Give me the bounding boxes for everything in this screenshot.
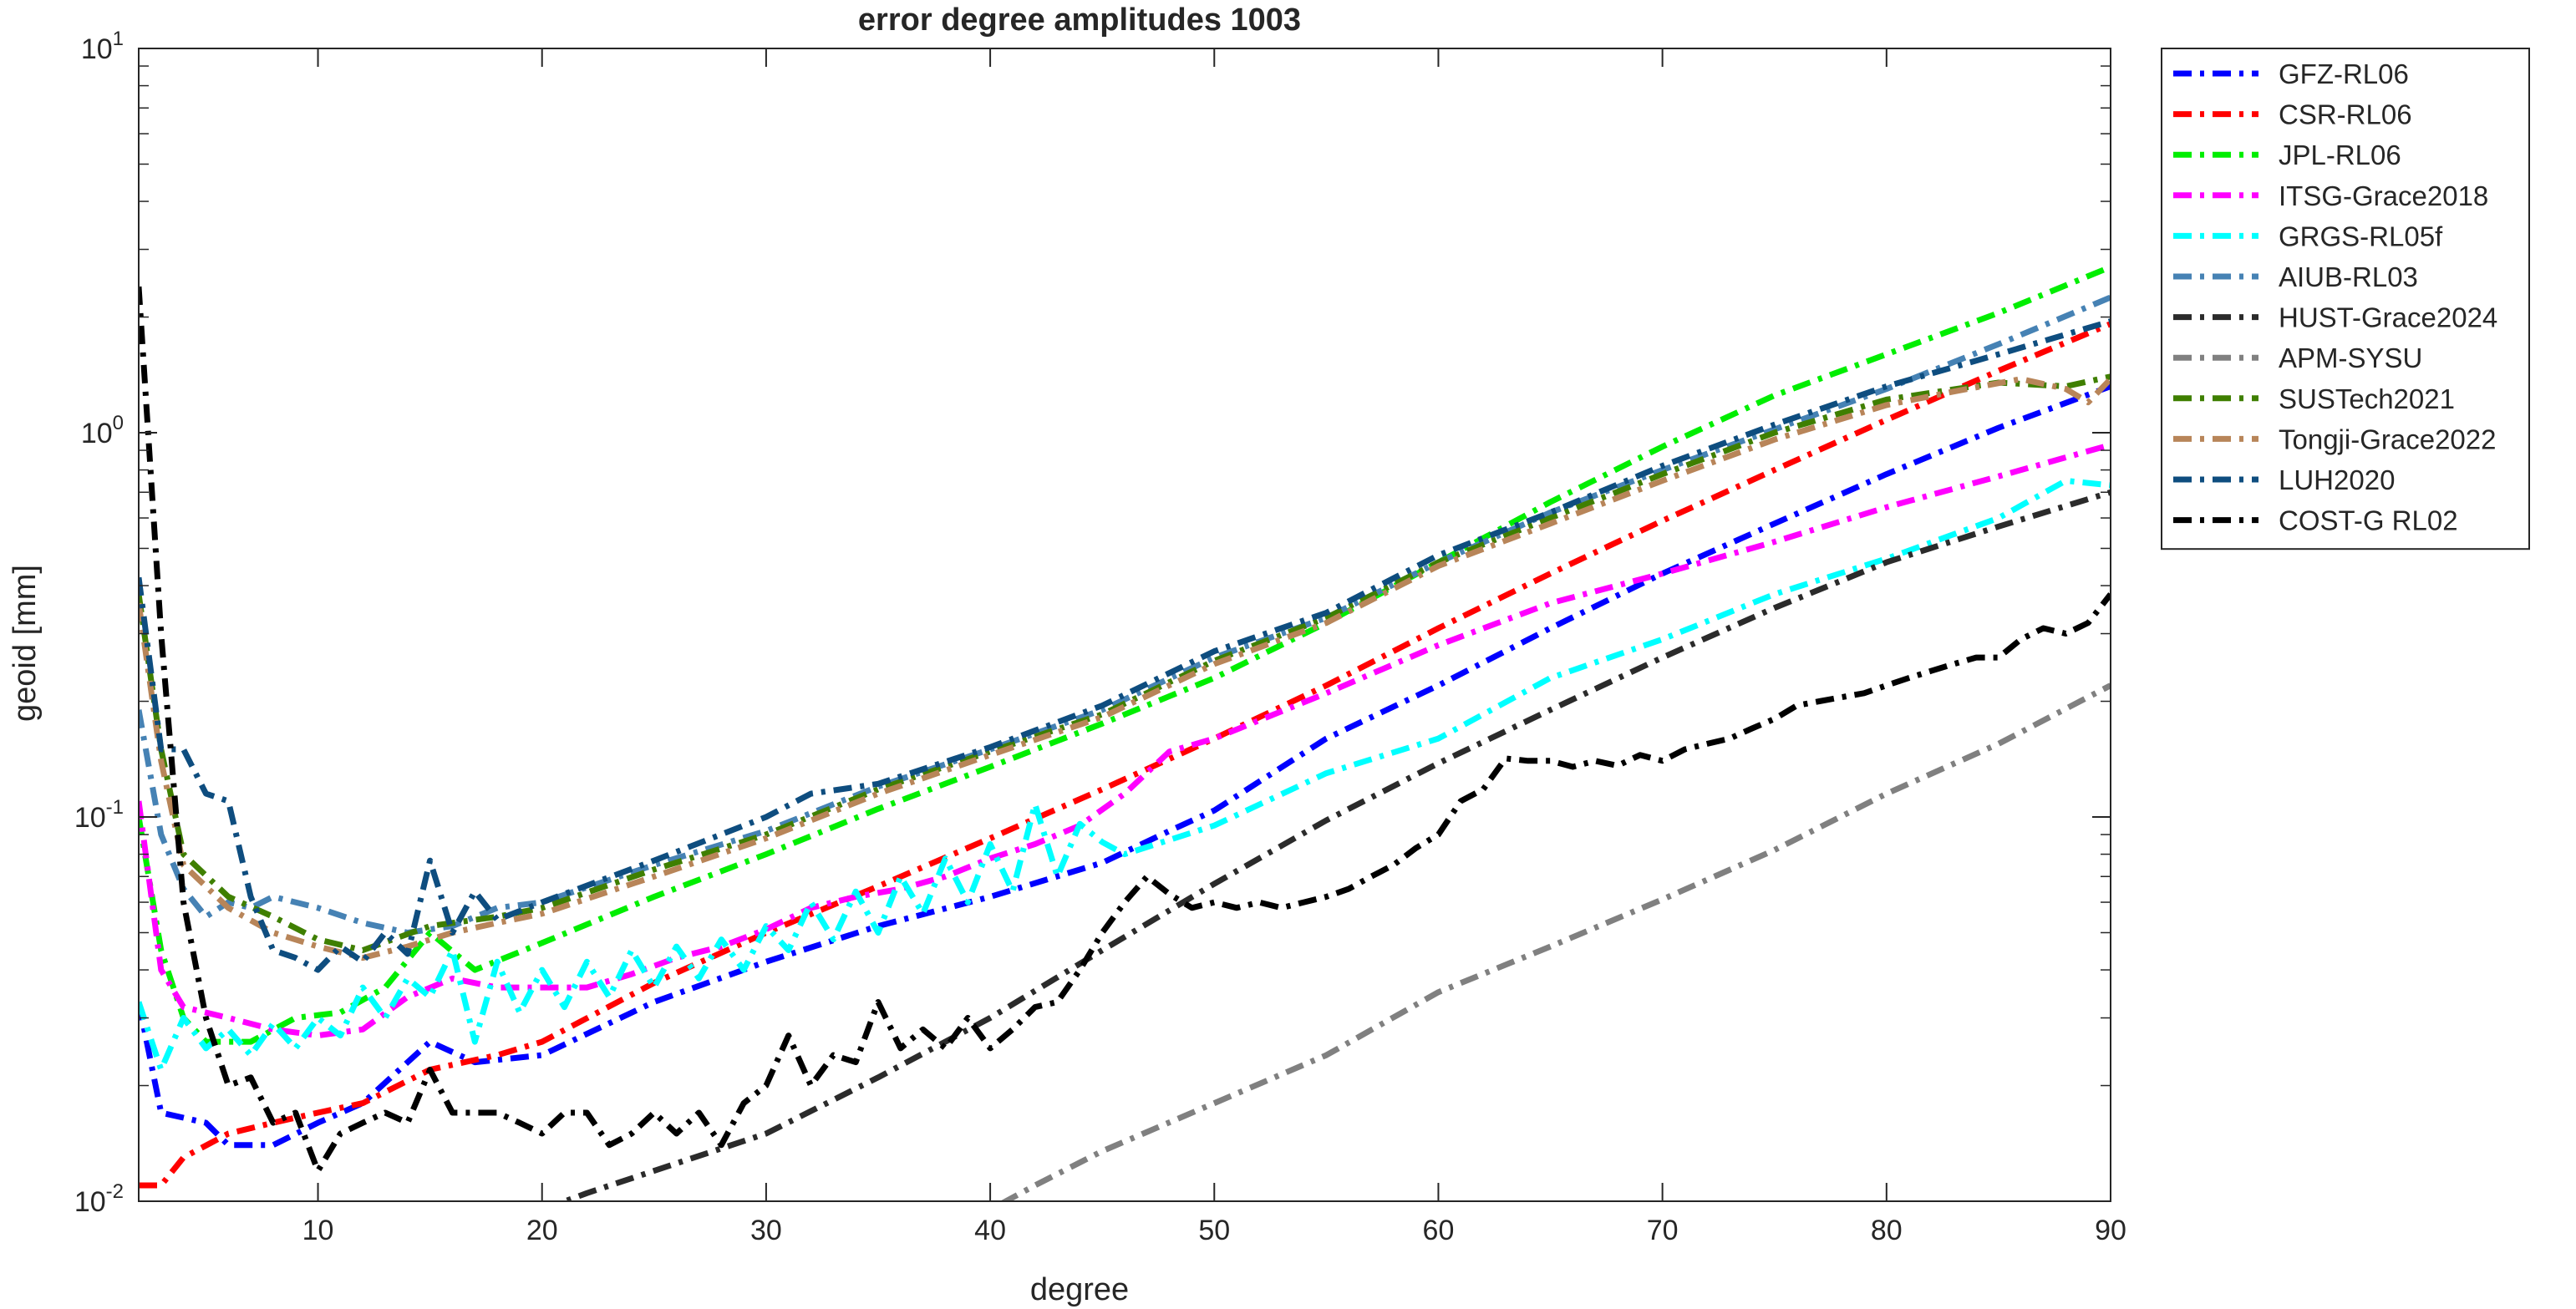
y-tick-label: 10-1 (74, 796, 124, 834)
x-tick-label: 80 (1871, 1215, 1903, 1246)
y-axis-label: geoid [mm] (8, 565, 43, 722)
y-tick-label: 100 (81, 412, 124, 449)
series-line-7 (556, 489, 2111, 1201)
x-tick-label: 10 (302, 1215, 334, 1246)
x-tick-label: 20 (526, 1215, 558, 1246)
x-tick-label: 50 (1198, 1215, 1230, 1246)
legend-label: AIUB-RL03 (2279, 261, 2418, 292)
legend-label: Tongji-Grace2022 (2279, 424, 2497, 454)
axes-layer: 10 20 30 40 50 60 70 80 90 10-2 10-1 100 101 (74, 28, 2126, 1246)
legend-label: HUST-Grace2024 (2279, 302, 2497, 333)
x-tick-label: 90 (2095, 1215, 2126, 1246)
y-tick-label: 101 (81, 28, 124, 65)
series-line-9 (139, 373, 2111, 953)
series-line-5 (139, 478, 2111, 1073)
legend-label: SUSTech2021 (2279, 383, 2455, 414)
x-tick-label: 70 (1647, 1215, 1679, 1246)
legend-box (2161, 48, 2530, 550)
x-tick-label: 30 (750, 1215, 782, 1246)
plot-area: 10 20 30 40 50 60 70 80 90 10-2 10-1 100 101 (74, 28, 2126, 1246)
legend-label: LUH2020 (2279, 464, 2395, 495)
y-tick-label: 10-2 (74, 1180, 124, 1218)
x-tick-label: 60 (1423, 1215, 1455, 1246)
series-line-6 (139, 294, 2111, 936)
chart-title: error degree amplitudes 1003 (858, 3, 1301, 38)
legend-label: JPL-RL06 (2279, 140, 2401, 170)
series-line-10 (139, 376, 2111, 961)
series-layer (139, 264, 2111, 1201)
x-tick-label: 40 (974, 1215, 1006, 1246)
legend-label: APM-SYSU (2279, 342, 2422, 373)
series-line-4 (139, 442, 2111, 1039)
legend-label: ITSG-Grace2018 (2279, 180, 2488, 211)
series-line-3 (139, 264, 2111, 1045)
x-axis-label: degree (1030, 1272, 1129, 1307)
legend-label: CSR-RL06 (2279, 99, 2412, 130)
series-line-2 (139, 321, 2111, 1189)
axes-box (138, 48, 2111, 1202)
legend: GFZ-RL06 CSR-RL06 JPL-RL06 ITSG-Grace2018 GR… (2161, 48, 2530, 550)
legend-label: GFZ-RL06 (2279, 58, 2409, 89)
series-line-8 (999, 682, 2111, 1201)
legend-label: COST-G RL02 (2279, 505, 2458, 536)
legend-label: GRGS-RL05f (2279, 221, 2443, 251)
series-line-12 (139, 286, 2111, 1175)
